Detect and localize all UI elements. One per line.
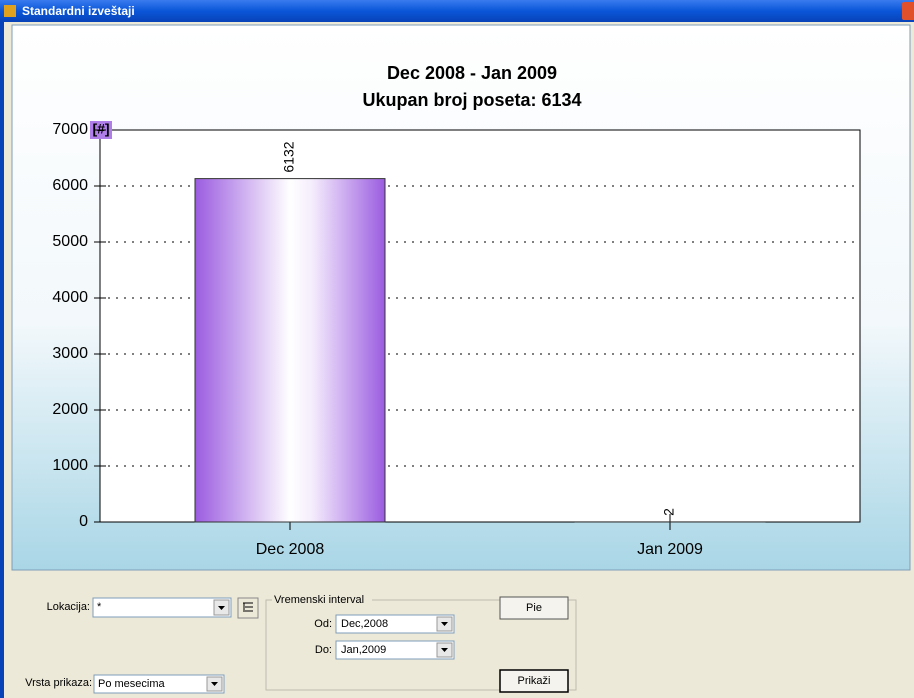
show-button[interactable] bbox=[499, 669, 569, 693]
x-tick-label: Jan 2009 bbox=[637, 541, 703, 558]
value-label: 2 bbox=[661, 508, 677, 516]
location-label: Lokacija: bbox=[47, 601, 90, 613]
arrow-icon bbox=[441, 648, 448, 652]
y-tick-label: 2000 bbox=[52, 401, 88, 418]
y-unit: [#] bbox=[92, 121, 109, 137]
close-button[interactable] bbox=[902, 2, 914, 20]
app-icon bbox=[4, 5, 16, 17]
y-tick-label: 6000 bbox=[52, 177, 88, 194]
interval-group bbox=[265, 599, 577, 691]
chart-subtitle: Ukupan broj poseta: 6134 bbox=[362, 90, 581, 110]
y-tick-label: 1000 bbox=[52, 457, 88, 474]
display-combo[interactable] bbox=[93, 674, 225, 694]
bar bbox=[194, 178, 386, 523]
group-label-bg bbox=[272, 594, 372, 606]
pie-button[interactable] bbox=[499, 596, 569, 620]
x-tick-label: Dec 2008 bbox=[256, 541, 325, 558]
display-value: Po mesecima bbox=[98, 678, 166, 690]
y-tick-label: 0 bbox=[79, 513, 88, 530]
interval-group-label: Vremenski interval bbox=[274, 594, 364, 606]
y-tick-label: 4000 bbox=[52, 289, 88, 306]
frame-left bbox=[0, 22, 4, 698]
tree-icon bbox=[243, 602, 253, 612]
to-combo[interactable] bbox=[335, 640, 455, 660]
from-combo[interactable] bbox=[335, 614, 455, 634]
chart-title: Dec 2008 - Jan 2009 bbox=[387, 63, 557, 83]
from-label: Od: bbox=[314, 618, 332, 630]
window-title: Standardni izveštaji bbox=[22, 4, 135, 18]
arrow-icon bbox=[441, 622, 448, 626]
display-label: Vrsta prikaza: bbox=[25, 677, 92, 689]
value-label: 6132 bbox=[281, 141, 297, 172]
location-combo[interactable] bbox=[92, 597, 232, 618]
to-value: Jan,2009 bbox=[341, 644, 386, 656]
title-bar bbox=[0, 0, 914, 22]
y-tick-label: 5000 bbox=[52, 233, 88, 250]
y-tick-label: 7000 bbox=[52, 121, 88, 138]
from-value: Dec,2008 bbox=[341, 618, 388, 630]
location-value: * bbox=[97, 601, 102, 613]
to-label: Do: bbox=[315, 644, 332, 656]
arrow-icon bbox=[211, 682, 218, 686]
pie-button-label: Pie bbox=[526, 602, 542, 614]
tree-button[interactable] bbox=[237, 597, 259, 619]
arrow-icon bbox=[218, 606, 225, 610]
y-tick-label: 3000 bbox=[52, 345, 88, 362]
show-button-label: Prikaži bbox=[517, 675, 550, 687]
